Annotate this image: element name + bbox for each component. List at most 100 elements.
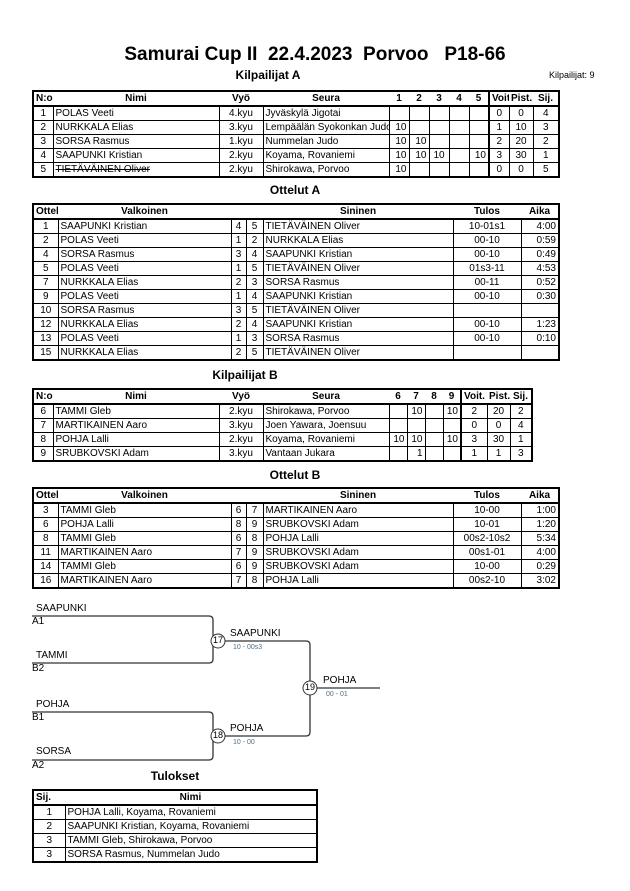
column-header: Aika [521,204,559,220]
column-header: N:o [33,91,53,107]
column-header: Pist. [509,91,533,107]
table-cell [520,345,560,361]
table-row: 3 TAMMI Gleb, Shirokawa, Porvoo [32,833,318,848]
table-cell: 3 [32,833,66,848]
table-row: 9 SRUBKOVSKI Adam 3.kyu Vantaan Jukara 1 1 1 3 [32,446,533,462]
table-cell: SORSA Rasmus, Nummelan Judo [64,847,318,863]
column-header [246,204,263,220]
match-19-score: 00 - 01 [326,691,348,698]
table-cell: 1 [509,432,533,447]
column-header: Sij. [510,389,532,405]
table-cell: 10 [406,432,426,447]
column-header: Tulos [453,488,521,504]
table-row: 4 SAAPUNKI Kristian 2.kyu Koyama, Rovaniemi… [32,148,560,163]
match-17-circle [210,633,226,649]
match-18-score: 10 - 00 [233,739,255,746]
table-cell: 3 [509,446,533,462]
column-header: Ottelu [33,488,58,504]
column-header: Valkoinen [58,488,231,504]
table-row: 5 TIETÄVÄINEN Oliver 2.kyu Shirokawa, Porvo… [32,162,560,178]
table-cell: POHJA Lalli, Koyama, Rovaniemi [64,804,318,820]
column-header: Valkoinen [58,204,231,220]
column-header: Aika [521,488,559,504]
matches-b-table: OtteluValkoinenSininenTulosAika3TAMMI Gl… [32,487,560,589]
column-header: Nimi [53,91,219,107]
table-cell: Vantaan Jukara [262,446,390,462]
table-cell: 0:10 [520,331,560,346]
bracket-entrant: SAAPUNKI [36,603,87,614]
column-header: 3 [429,91,449,107]
results-table: Sij. Nimi 1 POHJA Lalli, Koyama, Rovaniemi 2… [32,789,318,863]
table-cell: POHJA Lalli [262,573,454,589]
table-row: 11 MARTIKAINEN Aaro 7 9 SRUBKOVSKI Adam 00s1-… [32,545,560,560]
table-row: 14 TAMMI Gleb 6 9 SRUBKOVSKI Adam 10-00 0:29 [32,559,560,574]
column-header [231,488,246,504]
bracket-seed: B1 [32,712,45,723]
column-header: Ottelu [33,204,58,220]
table-cell: SRUBKOVSKI Adam [262,559,454,574]
table-cell: 2.kyu [218,162,264,178]
column-header: Vyö [219,389,263,405]
column-header: 9 [443,389,461,405]
column-header: Sininen [263,488,453,504]
table-row: 1 SAAPUNKI Kristian 4 5 TIETÄVÄINEN Oliver 10… [32,218,560,234]
table-cell: SAAPUNKI Kristian, Koyama, Rovaniemi [64,819,318,834]
pool-b-table: N:o Nimi Vyö Seura 6 7 8 9 Voit. Pist. Sij. 6 TAMMI … [32,388,533,462]
column-header [246,488,263,504]
table-row: 3 SORSA Rasmus 1.kyu Nummelan Judo 10 10 2 20 2 [32,134,560,149]
match-19-circle [302,680,318,696]
table-row: 3 SORSA Rasmus, Nummelan Judo [32,847,318,863]
table-row: 2 NURKKALA Elias 3.kyu Lempäälän Syokonkan … [32,120,560,135]
column-header: Nimi [65,790,317,806]
table-cell: 9 [32,446,54,462]
table-cell: 2 [32,819,66,834]
table-cell: 1 [486,446,511,462]
table-cell: 10 [442,432,462,447]
column-header: Vyö [219,91,263,107]
match-17-winner: SAAPUNKI [230,628,281,639]
column-header: Seura [263,389,389,405]
column-header: 2 [409,91,429,107]
pool-b-title: Kilpailijat B [212,368,278,382]
table-row: 16 MARTIKAINEN Aaro 7 8 POHJA Lalli 00s2-10 3:… [32,573,560,589]
column-header: 6 [389,389,407,405]
column-header: Sininen [263,204,453,220]
match-18-winner: POHJA [230,723,264,734]
column-header: Sij. [533,91,559,107]
competitor-count: Kilpailijat: 9 [549,70,595,80]
table-row: 7 NURKKALA Elias 2 3 SORSA Rasmus 00-11 0:52 [32,275,560,290]
table-cell: 10 [408,148,430,163]
table-cell: 2.kyu [218,432,264,447]
table-cell: 3 [460,432,488,447]
bracket-entrant: SORSA [36,746,72,757]
table-cell: 8 [245,573,264,589]
table-cell: 10 [428,148,450,163]
table-cell: 5 [245,345,264,361]
table-row: 13 POLAS Veeti 1 3 SORSA Rasmus 00-10 0:10 [32,331,560,346]
table-cell: 2.kyu [218,148,264,163]
table-row: 2 SAAPUNKI Kristian, Koyama, Rovaniemi [32,819,318,834]
column-header: Sij. [33,790,65,806]
results-title: Tulokset [150,769,200,783]
match-19-winner: POHJA [323,675,357,686]
column-header [231,204,246,220]
table-row: 1 POHJA Lalli, Koyama, Rovaniemi [32,804,318,820]
column-header: Voit. [460,389,487,405]
table-cell: 00s2-10 [452,573,522,589]
bracket-entrant: TAMMI [36,650,68,661]
pool-a-title: Kilpailijat A [235,68,301,82]
table-row: 9 POLAS Veeti 1 4 SAAPUNKI Kristian 00-10 0:30 [32,289,560,304]
column-header: Tulos [453,204,521,220]
column-header: 4 [449,91,469,107]
table-row: 8 POHJA Lalli 2.kyu Koyama, Rovaniemi 10 10 10… [32,432,533,447]
column-header: Voit. [488,91,509,107]
matches-b-title: Ottelut B [269,468,321,482]
table-cell: TAMMI Gleb, Shirokawa, Porvoo [64,833,318,848]
column-header: 5 [469,91,489,107]
column-header: 8 [425,389,443,405]
bracket-seed: B2 [32,663,45,674]
column-header: Seura [263,91,389,107]
match-19-number: 19 [304,682,315,692]
